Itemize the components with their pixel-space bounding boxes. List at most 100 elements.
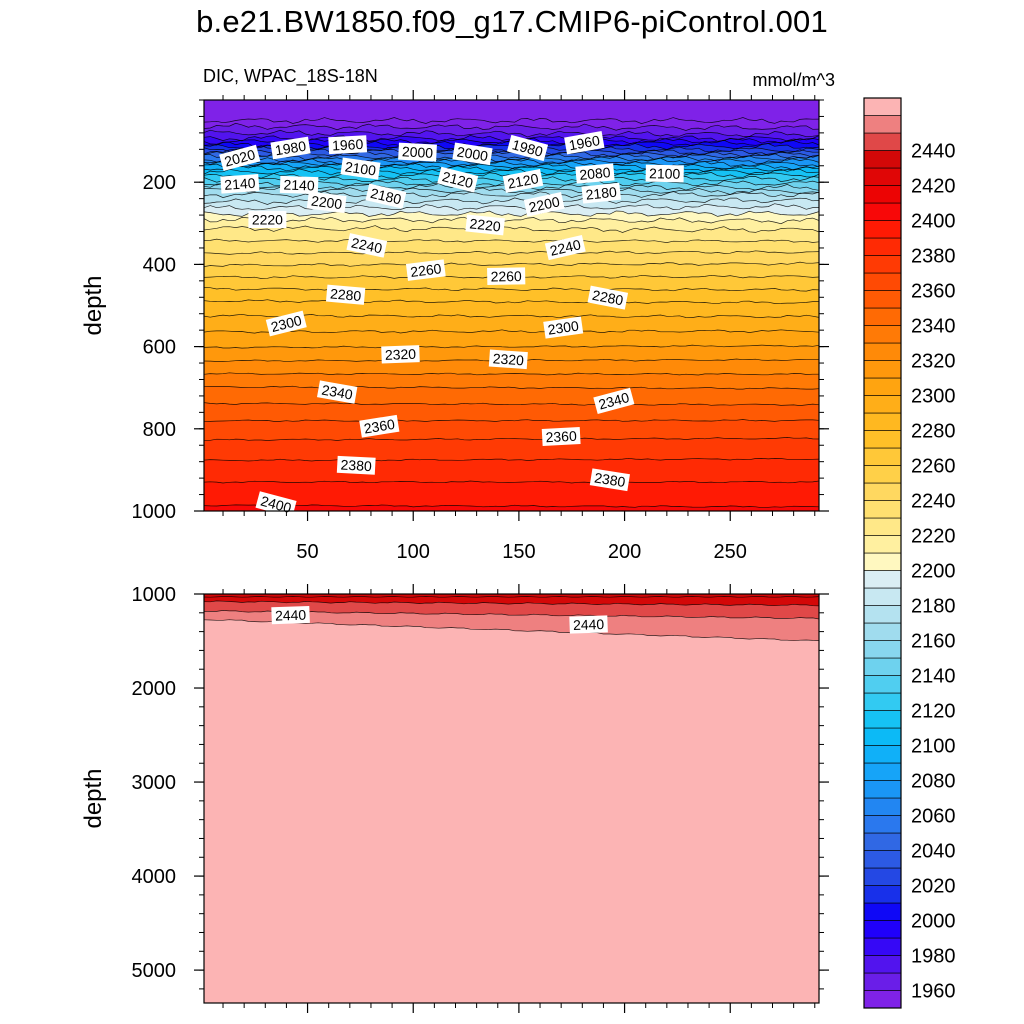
contour-label-text: 2140 [283, 176, 315, 193]
contour-label-text: 2000 [402, 143, 434, 161]
colorbar-label: 2200 [911, 561, 956, 583]
lower-background [204, 594, 819, 1003]
colorbar-box [863, 220, 902, 239]
contour-line-2370 [204, 437, 819, 441]
contour-label: 2140 [279, 175, 319, 195]
colorbar-frame [863, 97, 902, 1009]
contour-label: 2000 [452, 142, 493, 166]
contour-label: 2300 [543, 316, 584, 339]
colorbar-box [863, 780, 902, 799]
colorbar-box [863, 797, 902, 816]
contour-line-2310 [204, 344, 819, 349]
figure-title: b.e21.BW1850.f09_g17.CMIP6-piControl.001 [196, 4, 828, 39]
colorbar-label: 2120 [911, 701, 956, 723]
contour-label: 2360 [541, 427, 581, 446]
contour-line-2330 [204, 372, 819, 376]
contour-line-2200 [204, 210, 819, 217]
y-tick-label: 800 [143, 419, 176, 441]
lower-filled-contours [204, 594, 819, 1003]
lower-contour-lines [204, 596, 819, 642]
contour-label-text: 2260 [490, 268, 522, 285]
colorbar-box [863, 97, 902, 116]
colorbar-box [863, 202, 902, 221]
colorbar-box [863, 272, 902, 291]
contour-line-2240 [204, 250, 819, 255]
contour-label-text: 2320 [492, 350, 524, 368]
contour-label: 1980 [506, 134, 549, 162]
contour-label-text: 2200 [310, 192, 343, 212]
x-tick-label: 150 [502, 541, 535, 563]
contour-line-2230 [204, 238, 819, 243]
colorbar-box [863, 412, 902, 431]
colorbar-box [863, 465, 902, 484]
contour-line-2290 [204, 313, 819, 319]
contour-label-text: 2240 [350, 234, 384, 256]
contour-label-text: 2120 [506, 170, 540, 192]
colorbar-box [863, 990, 902, 1009]
contour-label: 2280 [325, 284, 366, 305]
colorbar-box [863, 430, 902, 449]
colorbar-box [863, 605, 902, 624]
colorbar-box [863, 447, 902, 466]
colorbar-box [863, 132, 902, 151]
colorbar-box [863, 727, 902, 746]
contour-label: 2120 [437, 166, 479, 193]
contour-label: 2100 [645, 164, 684, 183]
colorbar: 2440 2420 2400 2380 2360 2340 2320 2300 2280 2260… [863, 97, 956, 1009]
contour-line-2390 [204, 480, 819, 484]
y-tick-label: 5000 [132, 960, 177, 982]
colorbar-label: 2080 [911, 771, 956, 793]
contour-label: 2300 [265, 310, 307, 337]
contour-label: 2180 [581, 182, 622, 204]
colorbar-box [863, 622, 902, 641]
contour-label: 2440 [271, 605, 310, 625]
x-tick-label: 50 [296, 541, 318, 563]
contour-line-2440 [204, 619, 819, 642]
colorbar-label: 2220 [911, 526, 956, 548]
contour-label: 2240 [544, 234, 586, 261]
contour-label-text: 2400 [259, 493, 293, 517]
lower-contour-labels: 2440 2440 [271, 605, 608, 634]
colorbar-box [863, 482, 902, 501]
contour-label-text: 2220 [252, 212, 283, 228]
colorbar-box [863, 867, 902, 886]
colorbar-box [863, 307, 902, 326]
contour-label-text: 2240 [548, 236, 582, 259]
contour-label: 2240 [346, 233, 388, 258]
contour-label-text: 2280 [329, 285, 362, 304]
y-tick-label: 600 [143, 337, 176, 359]
contour-label: 2380 [589, 468, 630, 492]
contour-label: 2340 [316, 380, 358, 404]
colorbar-box [863, 185, 902, 204]
colorbar-label: 1980 [911, 946, 956, 968]
contour-label-text: 1980 [274, 138, 307, 159]
contour-label-text: 2000 [456, 143, 489, 164]
contour-line-2380 [204, 457, 819, 462]
contour-line-1960 [204, 122, 819, 131]
colorbar-label: 2320 [911, 351, 956, 373]
colorbar-box [863, 640, 902, 659]
colorbar-box [863, 587, 902, 606]
contour-label: 2220 [465, 214, 505, 236]
colorbar-box [863, 395, 902, 414]
contour-line-2300 [204, 329, 819, 334]
contour-label-text: 2180 [369, 185, 403, 208]
contour-line-2270 [204, 287, 819, 292]
colorbar-box [863, 885, 902, 904]
contour-line-2400 [204, 504, 819, 509]
contour-line-2410 [204, 596, 819, 598]
contour-label: 2260 [405, 259, 446, 281]
colorbar-box [863, 710, 902, 729]
x-tick-label: 200 [608, 541, 641, 563]
contour-label-text: 2380 [593, 469, 626, 490]
colorbar-box [863, 150, 902, 169]
contour-line-2100 [204, 164, 819, 173]
contour-label: 1980 [270, 136, 311, 160]
colorbar-box [863, 360, 902, 379]
colorbar-label: 2380 [911, 246, 956, 268]
colorbar-label: 2180 [911, 596, 956, 618]
contour-label: 2440 [569, 615, 608, 634]
contour-line-1950 [204, 117, 819, 124]
contour-line-2190 [204, 203, 819, 211]
contour-label-text: 2200 [527, 193, 561, 215]
